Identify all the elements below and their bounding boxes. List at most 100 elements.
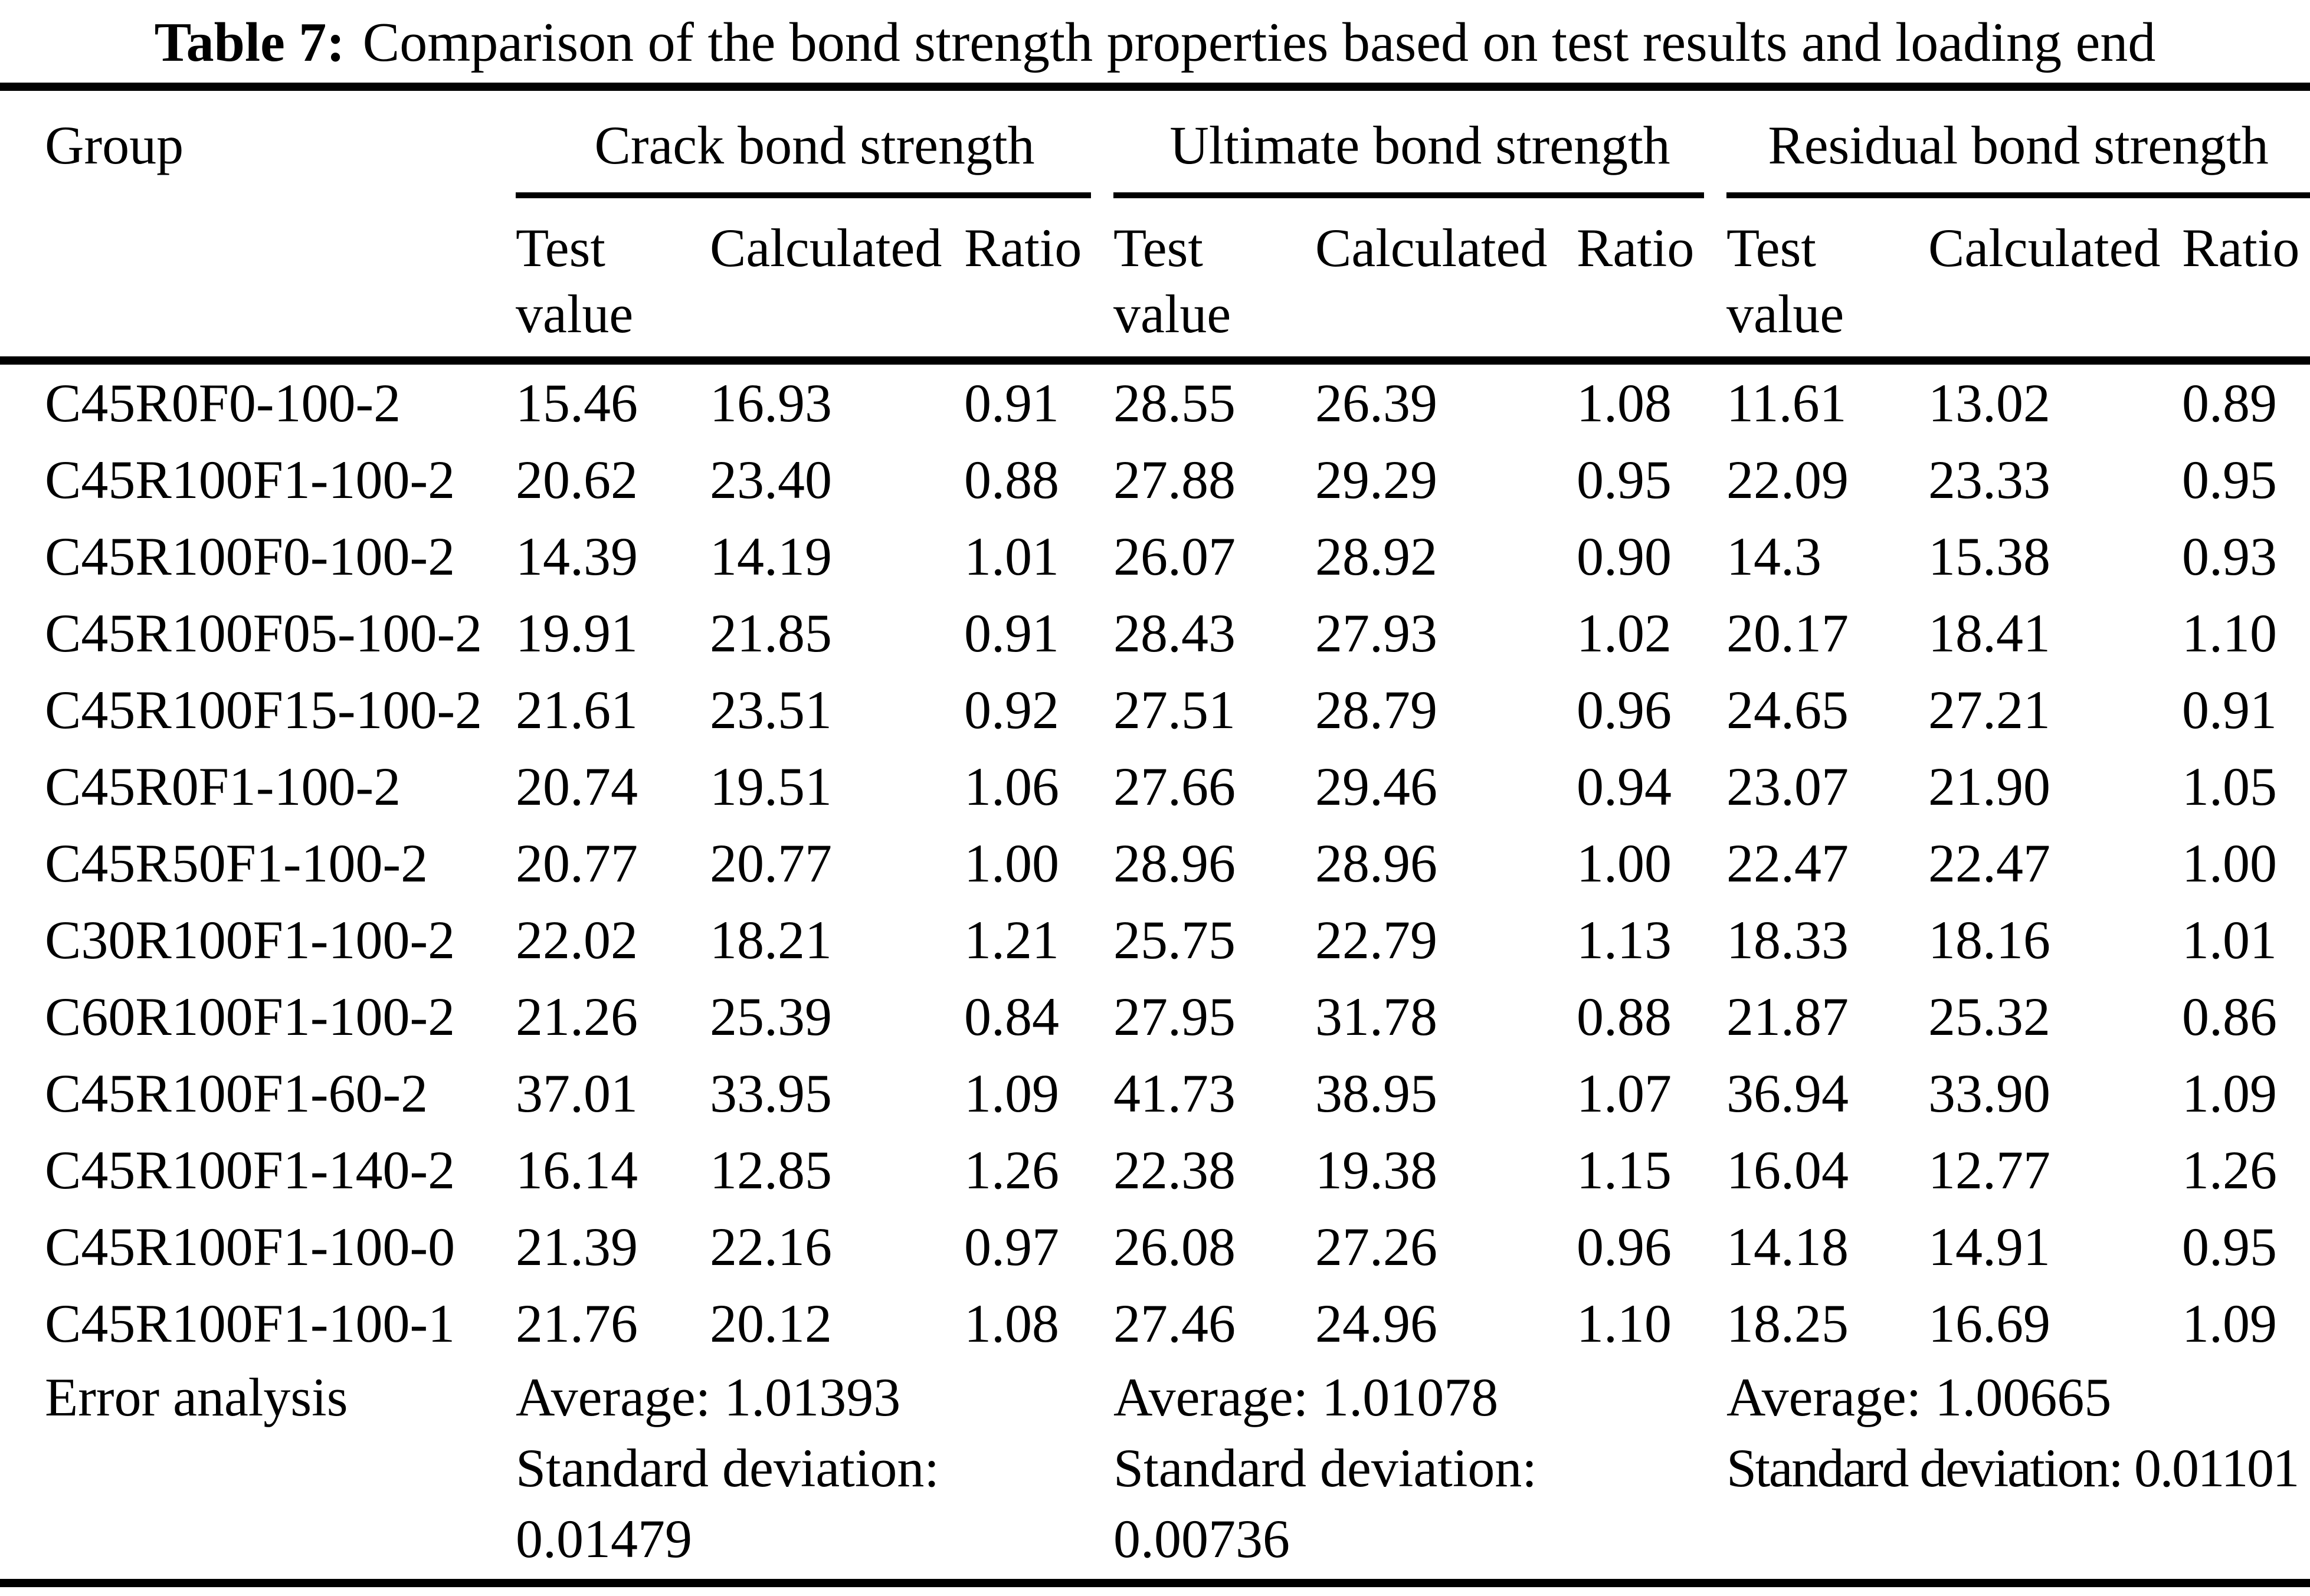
cell-group: C45R100F1-100-2 [45, 450, 456, 510]
cell-group: C45R0F0-100-2 [45, 373, 401, 433]
column-group-residual: Residual bond strength [1768, 115, 2269, 175]
column-header-test-value: Test [1113, 218, 1203, 278]
cell-residual-calculated: 18.16 [1928, 910, 2051, 970]
page: { "title": { "label": "Table 7:", "text"… [0, 9, 2310, 1596]
column-group-crack: Crack bond strength [594, 115, 1035, 175]
cell-ultimate-calculated: 28.79 [1315, 680, 1437, 740]
cell-crack-test: 20.74 [516, 756, 638, 817]
cell-crack-calculated: 16.93 [710, 373, 832, 433]
cell-ultimate-calculated: 28.92 [1315, 526, 1437, 586]
empty-header [1577, 281, 1727, 365]
cell-ultimate-test: 28.43 [1113, 603, 1236, 663]
cell-ultimate-ratio: 0.88 [1577, 987, 1672, 1047]
cell-residual-ratio: 0.91 [2182, 680, 2278, 740]
cell-residual-test: 18.33 [1726, 910, 1849, 970]
cell-crack-ratio: 0.84 [964, 987, 1059, 1047]
cell-crack-ratio: 1.09 [964, 1063, 1059, 1123]
cell-residual-ratio: 1.01 [2182, 910, 2278, 970]
cell-crack-ratio: 0.88 [964, 450, 1059, 510]
empty-header [964, 281, 1113, 365]
table-row: C45R100F1-140-2 16.14 12.85 1.26 22.38 1… [0, 1132, 2310, 1208]
cell-ultimate-ratio: 0.90 [1577, 526, 1672, 586]
cell-residual-ratio: 1.09 [2182, 1063, 2278, 1123]
cell-crack-test: 37.01 [516, 1063, 638, 1123]
table-row: C45R100F1-100-1 21.76 20.12 1.08 27.46 2… [0, 1285, 2310, 1362]
cell-ultimate-ratio: 1.13 [1577, 910, 1672, 970]
table-row: C45R100F1-100-0 21.39 22.16 0.97 26.08 2… [0, 1208, 2310, 1285]
cell-residual-ratio: 1.10 [2182, 603, 2278, 663]
cell-residual-calculated: 12.77 [1928, 1140, 2051, 1200]
column-header-test-value: Test [516, 218, 605, 278]
cell-crack-test: 21.26 [516, 987, 638, 1047]
cell-crack-ratio: 0.91 [964, 603, 1059, 663]
cell-group: C30R100F1-100-2 [45, 910, 456, 970]
cell-residual-calculated: 33.90 [1928, 1063, 2051, 1123]
cell-residual-ratio: 1.05 [2182, 756, 2278, 817]
cell-crack-calculated: 23.51 [710, 680, 832, 740]
error-analysis-label: Error analysis [45, 1367, 348, 1427]
cell-group: C45R50F1-100-2 [45, 833, 428, 893]
rule-cell-residual [1726, 184, 2310, 215]
cell-residual-ratio: 0.86 [2182, 987, 2278, 1047]
header-row-sub: Test Calculated Ratio Test Calculated Ra… [0, 215, 2310, 281]
table-row: C45R100F1-60-2 37.01 33.95 1.09 41.73 38… [0, 1055, 2310, 1132]
cell-crack-test: 16.14 [516, 1140, 638, 1200]
error-average-ultimate: Average: 1.01078 [1113, 1367, 1499, 1427]
error-stdev-residual: Standard deviation: 0.01101 [1726, 1433, 2310, 1587]
cell-ultimate-test: 27.51 [1113, 680, 1236, 740]
cell-residual-calculated: 15.38 [1928, 526, 2051, 586]
cell-residual-calculated: 22.47 [1928, 833, 2051, 893]
cell-ultimate-calculated: 27.93 [1315, 603, 1437, 663]
cell-ultimate-ratio: 0.95 [1577, 450, 1672, 510]
cell-ultimate-ratio: 1.08 [1577, 373, 1672, 433]
cell-ultimate-calculated: 27.26 [1315, 1217, 1437, 1277]
cell-residual-ratio: 0.95 [2182, 450, 2278, 510]
cell-group: C45R100F1-60-2 [45, 1063, 428, 1123]
cell-residual-test: 16.04 [1726, 1140, 1849, 1200]
cell-ultimate-calculated: 38.95 [1315, 1063, 1437, 1123]
cell-crack-calculated: 20.77 [710, 833, 832, 893]
empty-header [1315, 281, 1577, 365]
empty-header [710, 281, 964, 365]
cell-crack-calculated: 23.40 [710, 450, 832, 510]
column-header-calculated: Calculated [1928, 218, 2161, 278]
cell-crack-ratio: 1.00 [964, 833, 1059, 893]
cell-ultimate-ratio: 1.00 [1577, 833, 1672, 893]
cell-residual-test: 21.87 [1726, 987, 1849, 1047]
table-row: C60R100F1-100-2 21.26 25.39 0.84 27.95 3… [0, 978, 2310, 1055]
cell-crack-test: 22.02 [516, 910, 638, 970]
cell-residual-test: 24.65 [1726, 680, 1849, 740]
error-average-crack: Average: 1.01393 [516, 1367, 901, 1427]
table-row: C45R0F1-100-2 20.74 19.51 1.06 27.66 29.… [0, 748, 2310, 825]
rule-cell-ultimate [1113, 184, 1726, 215]
cell-ultimate-ratio: 0.96 [1577, 680, 1672, 740]
cell-crack-ratio: 0.91 [964, 373, 1059, 433]
cell-group: C45R100F1-100-1 [45, 1293, 456, 1354]
cell-crack-test: 21.39 [516, 1217, 638, 1277]
cell-group: C45R100F1-140-2 [45, 1140, 456, 1200]
cell-residual-test: 36.94 [1726, 1063, 1849, 1123]
cell-ultimate-calculated: 24.96 [1315, 1293, 1437, 1354]
table-number: Table 7: [154, 12, 345, 73]
table-row: C45R100F15-100-2 21.61 23.51 0.92 27.51 … [0, 671, 2310, 748]
cell-group: C60R100F1-100-2 [45, 987, 456, 1047]
table-row: C45R100F1-100-2 20.62 23.40 0.88 27.88 2… [0, 441, 2310, 518]
cell-crack-calculated: 14.19 [710, 526, 832, 586]
cell-crack-test: 21.61 [516, 680, 638, 740]
cell-crack-calculated: 20.12 [710, 1293, 832, 1354]
cell-ultimate-ratio: 0.94 [1577, 756, 1672, 817]
table-caption-text: Comparison of the bond strength properti… [362, 12, 2156, 73]
cell-crack-test: 15.46 [516, 373, 638, 433]
cell-crack-ratio: 1.21 [964, 910, 1059, 970]
cell-crack-ratio: 0.97 [964, 1217, 1059, 1277]
column-header-ratio: Ratio [2182, 218, 2300, 278]
table-row: C45R0F0-100-2 15.46 16.93 0.91 28.55 26.… [0, 361, 2310, 441]
cell-crack-ratio: 1.26 [964, 1140, 1059, 1200]
table-row: C45R50F1-100-2 20.77 20.77 1.00 28.96 28… [0, 825, 2310, 902]
cell-crack-test: 21.76 [516, 1293, 638, 1354]
error-analysis-section: Error analysis Average: 1.01393 Average:… [0, 1362, 2310, 1587]
column-header-test-value-line2: value [1113, 281, 1315, 365]
cell-residual-ratio: 0.93 [2182, 526, 2278, 586]
column-header-calculated: Calculated [1315, 218, 1548, 278]
header-row-rules [0, 184, 2310, 215]
